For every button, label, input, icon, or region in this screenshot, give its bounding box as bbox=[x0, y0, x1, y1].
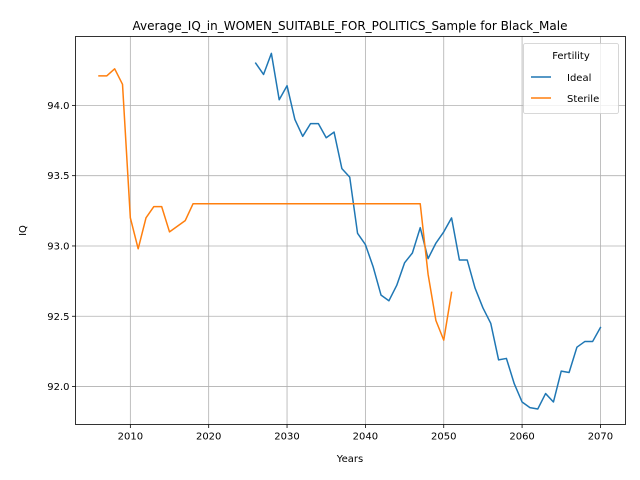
x-tick-label: 2060 bbox=[509, 432, 534, 443]
x-tick-label: 2010 bbox=[118, 432, 143, 443]
chart-title: Average_IQ_in_WOMEN_SUITABLE_FOR_POLITIC… bbox=[133, 19, 568, 33]
y-tick-label: 93.0 bbox=[47, 241, 69, 252]
y-tick-label: 92.0 bbox=[47, 382, 69, 393]
y-tick-label: 94.0 bbox=[47, 101, 69, 112]
x-axis-label: Years bbox=[336, 454, 363, 465]
legend-title: Fertility bbox=[552, 51, 590, 62]
legend-box bbox=[523, 43, 619, 114]
series-line-sterile bbox=[98, 68, 453, 341]
x-tick-label: 2040 bbox=[353, 432, 378, 443]
y-tick-label: 92.5 bbox=[47, 312, 69, 323]
y-axis-ticks: 92.0 92.5 93.0 93.5 94.0 bbox=[47, 101, 76, 393]
legend: Fertility Ideal Sterile bbox=[523, 43, 619, 114]
plot-frame bbox=[75, 36, 626, 425]
x-tick-label: 2070 bbox=[588, 432, 613, 443]
y-axis-label: IQ bbox=[18, 225, 29, 236]
y-tick-label: 93.5 bbox=[47, 171, 69, 182]
series-line-ideal bbox=[254, 52, 602, 410]
series-lines bbox=[98, 52, 602, 410]
x-tick-label: 2030 bbox=[274, 432, 299, 443]
legend-label-sterile: Sterile bbox=[567, 94, 599, 105]
x-tick-label: 2020 bbox=[196, 432, 221, 443]
x-tick-label: 2050 bbox=[431, 432, 456, 443]
x-axis-ticks: 2010 2020 2030 2040 2050 2060 2070 bbox=[118, 424, 613, 443]
legend-label-ideal: Ideal bbox=[567, 73, 591, 84]
